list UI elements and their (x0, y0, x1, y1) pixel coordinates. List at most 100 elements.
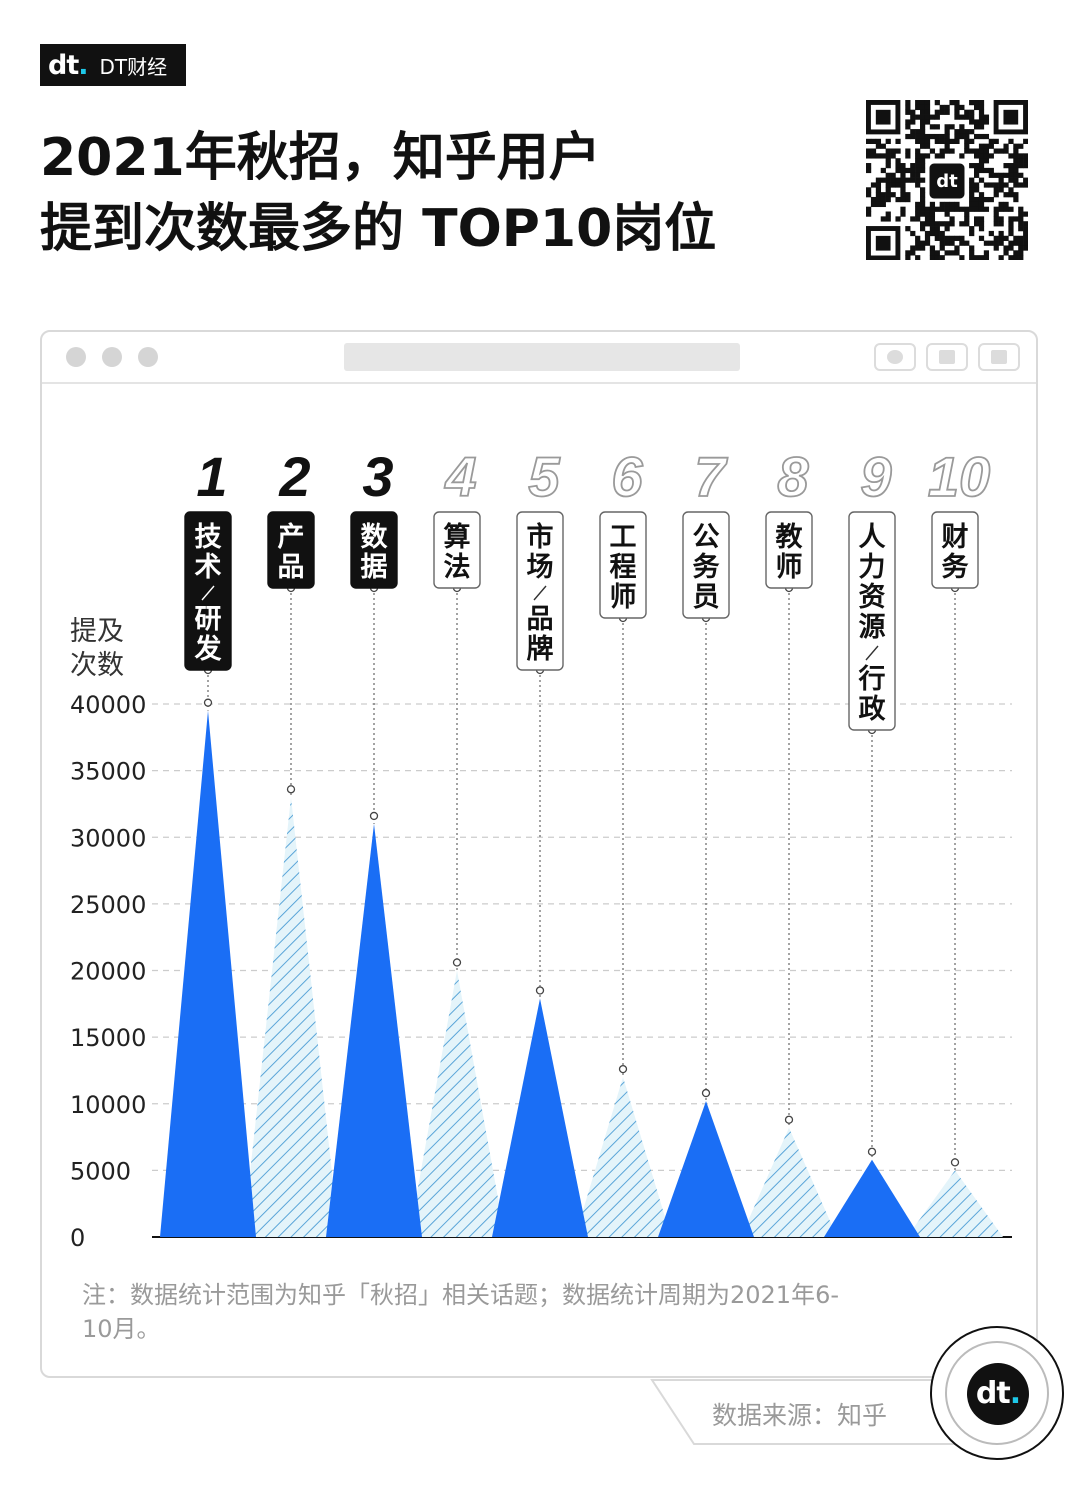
rank-label: 4 (444, 445, 476, 508)
peak-dot (535, 986, 545, 995)
brand-badge-mark: dt. (967, 1363, 1029, 1425)
rank-label: 1 (196, 445, 227, 508)
y-tick-label: 30000 (70, 824, 146, 852)
peak-mark (326, 823, 422, 1237)
peak-mark (243, 797, 339, 1237)
svg-text:研: 研 (195, 604, 222, 635)
share-icon[interactable] (926, 343, 968, 371)
svg-text:工: 工 (610, 522, 637, 553)
block-window-icon[interactable] (138, 347, 158, 367)
category-label: 教师 (765, 511, 813, 589)
footnote: 注：数据统计范围为知乎「秋招」相关话题；数据统计周期为2021年6-10月。 (82, 1281, 840, 1343)
peak-mark (409, 970, 505, 1237)
svg-text:发: 发 (194, 633, 222, 665)
svg-text:品: 品 (278, 552, 305, 583)
svg-text:据: 据 (361, 552, 388, 583)
rank-label: 5 (528, 445, 560, 508)
category-label: 算法 (433, 511, 481, 589)
rank-label: 2 (278, 445, 310, 508)
brand-name: DT财经 (99, 54, 168, 79)
y-tick-label: 10000 (70, 1091, 146, 1119)
peak-dot (867, 1147, 877, 1156)
category-label: 产品 (267, 511, 315, 589)
brand-mark: dt. (48, 49, 89, 81)
peak-mark (824, 1159, 920, 1237)
peak-dot (286, 785, 296, 794)
peak-dot (618, 1064, 628, 1074)
peak-dot (701, 1088, 711, 1098)
peak-mark (741, 1127, 837, 1237)
svg-text:dt: dt (936, 171, 958, 192)
svg-text:员: 员 (693, 582, 720, 613)
peak-dot (784, 1115, 794, 1124)
browser-toolbar (42, 332, 1036, 384)
window-icon[interactable] (978, 343, 1020, 371)
peak-dot (369, 811, 379, 821)
rank-label: 6 (611, 445, 643, 508)
peak-mark (492, 998, 588, 1237)
category-label: 公务员 (682, 511, 730, 619)
address-bar[interactable] (344, 343, 740, 371)
peak-dot (203, 698, 213, 707)
peak-mark (658, 1101, 754, 1237)
y-tick-label: 35000 (70, 758, 146, 786)
category-label: 工程师 (599, 511, 647, 619)
peak-dot (950, 1158, 960, 1167)
rank-label: 8 (777, 445, 809, 508)
brand-badge: dt. (930, 1326, 1064, 1460)
svg-text:源: 源 (859, 612, 886, 643)
svg-text:牌: 牌 (527, 634, 554, 665)
svg-text:行: 行 (858, 663, 886, 695)
minimize-window-icon[interactable] (102, 347, 122, 367)
peak-mark (907, 1170, 1003, 1237)
svg-text:务: 务 (942, 552, 969, 583)
data-source: 数据来源：知乎 (712, 1401, 888, 1430)
svg-text:程: 程 (610, 552, 637, 583)
y-axis-label: 提及 (70, 616, 124, 647)
brand-logo: dt. DT财经 (40, 44, 186, 86)
category-label: 数据 (350, 511, 398, 589)
rank-label: 9 (860, 445, 891, 508)
y-tick-label: 20000 (70, 958, 146, 986)
y-tick-label: 0 (70, 1224, 85, 1252)
record-icon[interactable] (874, 343, 916, 371)
svg-text:资: 资 (859, 582, 886, 613)
peak-mark (160, 710, 256, 1237)
y-tick-label: 40000 (70, 691, 146, 719)
svg-text:市: 市 (527, 521, 554, 553)
svg-text:力: 力 (859, 552, 886, 583)
svg-text:技: 技 (195, 522, 222, 553)
svg-text:师: 师 (776, 552, 803, 583)
svg-text:财: 财 (942, 522, 969, 553)
svg-text:师: 师 (610, 582, 637, 613)
rank-label: 10 (928, 445, 990, 508)
svg-text:算: 算 (444, 521, 471, 553)
svg-text:公: 公 (693, 522, 720, 553)
svg-text:品: 品 (527, 604, 554, 635)
y-axis-label: 次数 (70, 650, 124, 681)
svg-text:法: 法 (444, 552, 471, 583)
svg-text:术: 术 (195, 552, 222, 583)
page-title-line1: 2021年秋招，知乎用户 (40, 128, 601, 188)
rank-label: 3 (362, 445, 393, 508)
svg-text:人: 人 (859, 522, 886, 553)
y-tick-label: 25000 (70, 891, 146, 919)
svg-text:务: 务 (693, 552, 720, 583)
svg-text:教: 教 (776, 522, 803, 553)
svg-text:产: 产 (278, 522, 305, 553)
y-tick-label: 15000 (70, 1024, 146, 1052)
rank-label: 7 (694, 445, 728, 508)
close-window-icon[interactable] (66, 347, 86, 367)
page-title-line2: 提到次数最多的 TOP10岗位 (40, 199, 717, 259)
svg-text:场: 场 (527, 552, 554, 583)
qr-code-icon: dt (866, 100, 1028, 260)
y-tick-label: 5000 (70, 1157, 131, 1185)
peak-dot (452, 958, 462, 967)
peak-mark (575, 1077, 671, 1237)
svg-text:政: 政 (859, 694, 886, 725)
svg-text:数: 数 (361, 522, 389, 553)
